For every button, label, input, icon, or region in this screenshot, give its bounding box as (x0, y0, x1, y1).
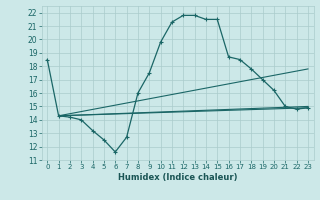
X-axis label: Humidex (Indice chaleur): Humidex (Indice chaleur) (118, 173, 237, 182)
